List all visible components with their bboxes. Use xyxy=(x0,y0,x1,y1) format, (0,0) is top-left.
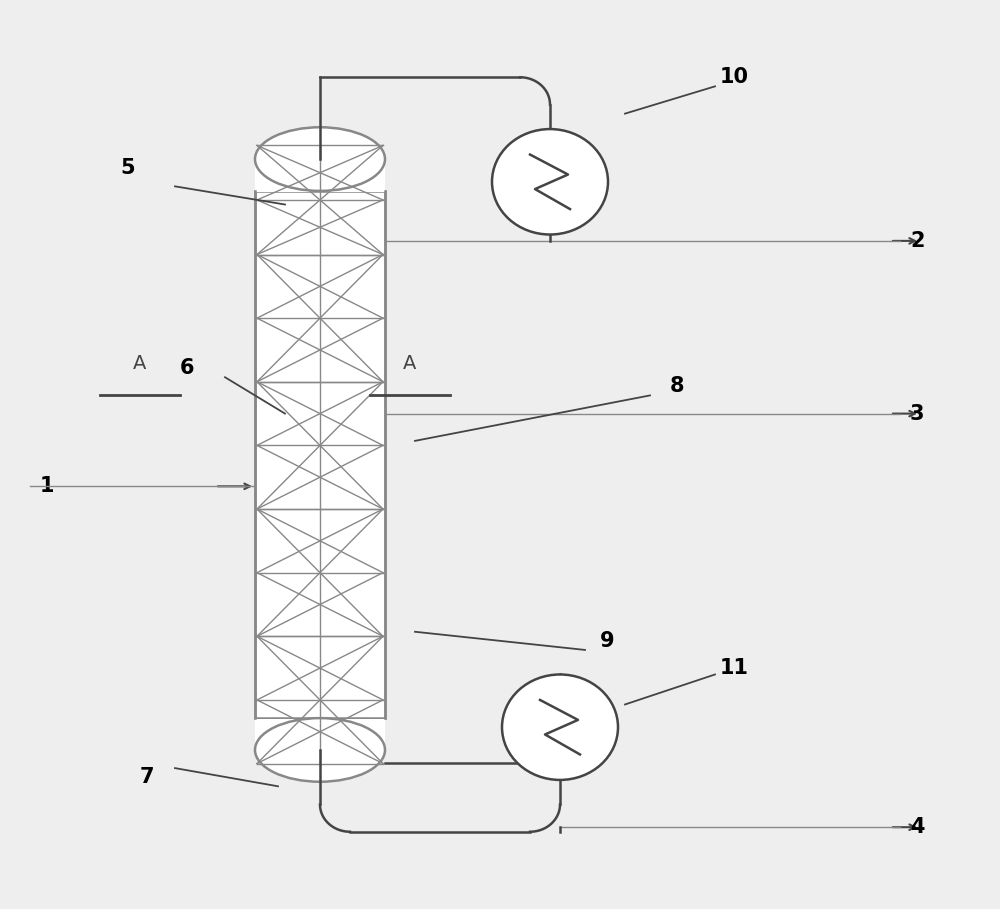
Text: 1: 1 xyxy=(40,476,54,496)
Text: 10: 10 xyxy=(720,67,749,87)
Circle shape xyxy=(492,129,608,235)
Text: 6: 6 xyxy=(180,358,194,378)
Text: A: A xyxy=(133,354,147,373)
Bar xyxy=(255,191,385,718)
Text: 4: 4 xyxy=(910,817,924,837)
Text: 5: 5 xyxy=(120,158,135,178)
Text: 11: 11 xyxy=(720,658,749,678)
Ellipse shape xyxy=(255,718,385,782)
Circle shape xyxy=(502,674,618,780)
Text: A: A xyxy=(403,354,417,373)
Bar xyxy=(255,719,385,751)
Text: 3: 3 xyxy=(910,404,924,424)
Text: 8: 8 xyxy=(670,376,684,396)
Ellipse shape xyxy=(255,127,385,191)
Text: 2: 2 xyxy=(910,231,924,251)
Text: 7: 7 xyxy=(140,767,154,787)
Text: 9: 9 xyxy=(600,631,615,651)
Bar xyxy=(255,160,385,192)
